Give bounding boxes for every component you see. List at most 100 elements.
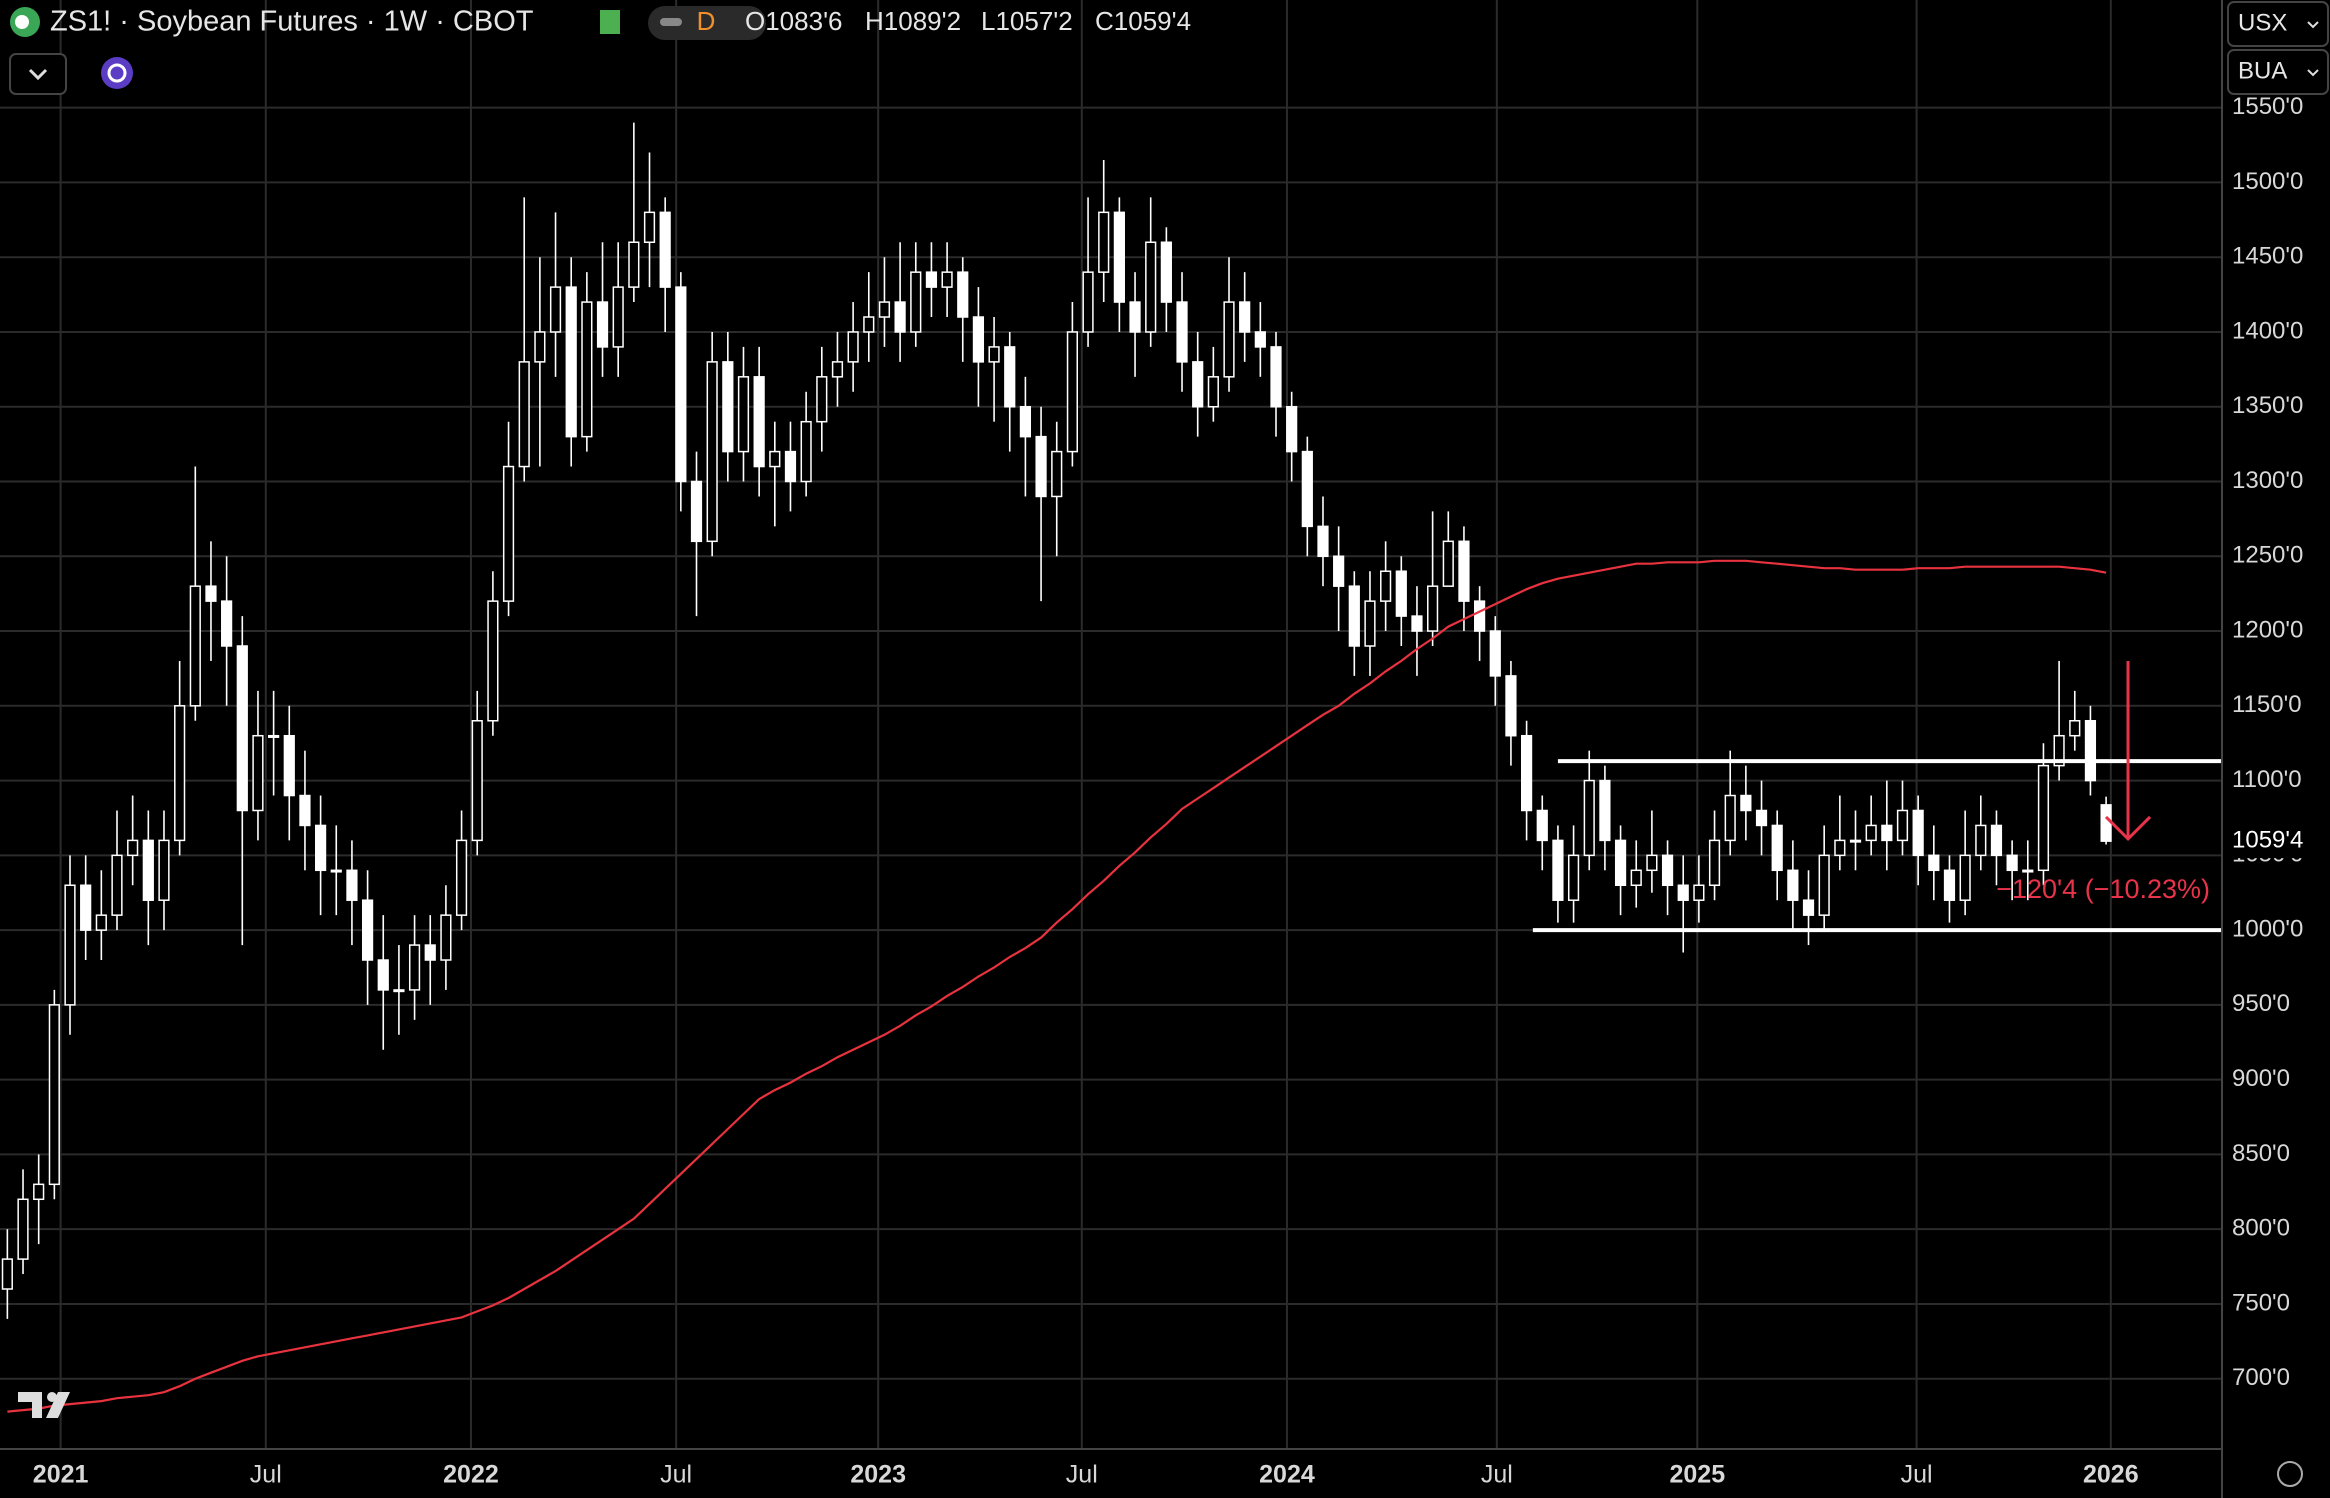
candle-body: [1834, 839, 1846, 857]
candle-body: [518, 361, 530, 468]
candle-body: [800, 420, 812, 483]
down-arrow: [2104, 660, 2152, 842]
candle-body: [722, 361, 734, 453]
unit-button[interactable]: [2227, 49, 2329, 95]
candle-body: [1348, 585, 1360, 647]
x-tick-label: 2024: [1259, 1461, 1315, 1489]
candle-body: [1395, 570, 1407, 617]
y-tick-label: 1250'0: [2232, 542, 2303, 569]
candle-body: [1035, 435, 1047, 498]
candle-body: [534, 331, 546, 363]
candle-body: [174, 705, 186, 842]
candle-body: [816, 376, 828, 423]
refresh-button[interactable]: [101, 57, 133, 89]
candle-body: [2053, 734, 2065, 767]
unit-chevron: [2307, 69, 2319, 77]
candle-body: [440, 914, 452, 961]
candle-body: [925, 271, 938, 288]
candle-body: [1474, 600, 1486, 632]
candle-body: [941, 271, 953, 288]
candle-body: [1536, 809, 1548, 842]
candle-body: [1943, 869, 1956, 901]
candle-body: [581, 301, 593, 438]
candle-body: [659, 211, 671, 288]
candle-body: [48, 1004, 60, 1186]
candle-body: [1019, 405, 1032, 438]
flag-icon: [600, 10, 620, 34]
x-tick-label: 2021: [33, 1461, 89, 1489]
candle-body: [1098, 211, 1110, 273]
x-tick-label: Jul: [250, 1461, 282, 1489]
candle-body: [487, 600, 499, 722]
candle-body: [1755, 809, 1768, 827]
candle-body: [393, 989, 405, 993]
candle-body: [315, 824, 327, 872]
candle-body: [894, 301, 906, 333]
candle-body: [2084, 720, 2097, 782]
candle-body: [612, 286, 624, 348]
candle-body: [455, 839, 468, 916]
candle-body: [502, 465, 515, 602]
candle-body: [17, 1198, 29, 1260]
candle-body: [1301, 450, 1313, 528]
candle-body: [1975, 824, 1987, 857]
candle-body: [1849, 839, 1862, 843]
grid: [0, 0, 2222, 1449]
candle-body: [1520, 734, 1533, 812]
candle-body: [1145, 241, 1157, 333]
candle-body: [330, 869, 342, 873]
candle-body: [1865, 824, 1877, 842]
candle-body: [2069, 720, 2081, 737]
y-tick-label: 1300'0: [2232, 467, 2303, 494]
candle-body: [1630, 869, 1642, 887]
candle-body: [1693, 884, 1705, 901]
symbol-title: ZS1! · Soybean Futures · 1W · CBOT: [50, 6, 534, 38]
axes: 700'0750'0800'0850'0900'0950'01000'01050…: [33, 93, 2326, 1489]
candle-body: [1192, 361, 1204, 408]
candle-body: [831, 361, 844, 378]
candle-body: [1082, 271, 1094, 333]
candle-body: [643, 211, 656, 243]
candle-body: [1881, 824, 1893, 842]
collapse-button[interactable]: [9, 53, 67, 95]
candle-body: [675, 286, 687, 483]
collapse-chevron: [28, 68, 48, 81]
status-dash: [660, 18, 682, 26]
y-tick-label: 1350'0: [2232, 392, 2303, 419]
candle-body: [424, 944, 436, 961]
candle-body: [346, 869, 358, 901]
candle-body: [1928, 854, 1940, 872]
candle-body: [408, 944, 421, 991]
y-tick-label: 900'0: [2232, 1065, 2290, 1092]
candle-body: [706, 361, 718, 543]
currency-button[interactable]: [2227, 1, 2329, 47]
candle-body: [1051, 450, 1063, 498]
candle-body: [1599, 779, 1611, 842]
candle-body: [1614, 839, 1627, 887]
ohlc-open: O1083'6: [745, 6, 843, 36]
candle-body: [236, 645, 248, 812]
candle-body: [1818, 854, 1830, 916]
delay-badge: D: [697, 6, 716, 36]
candle-body: [1113, 211, 1125, 303]
candle-body: [283, 734, 295, 797]
candle-body: [1380, 570, 1392, 602]
candle-body: [1583, 779, 1595, 857]
candle-body: [1646, 854, 1658, 872]
candle-body: [784, 450, 797, 483]
y-tick-label: 1000'0: [2232, 915, 2303, 942]
candle-body: [1458, 540, 1470, 602]
ohlc-close: C1059'4: [1095, 6, 1191, 36]
candle-body: [1959, 854, 1971, 901]
candle-body: [1333, 555, 1345, 587]
change-label: −120'4 (−10.23%): [1996, 874, 2210, 904]
candle-body: [1740, 794, 1752, 812]
x-tick-label: Jul: [1066, 1461, 1098, 1489]
candle-body: [1990, 824, 2003, 857]
candle-body: [1207, 376, 1219, 408]
candle-body: [1317, 525, 1329, 558]
candle-body: [1004, 346, 1016, 408]
candle-body: [1427, 585, 1439, 632]
settings-button[interactable]: [2277, 1461, 2303, 1487]
candle-body: [2037, 764, 2050, 872]
